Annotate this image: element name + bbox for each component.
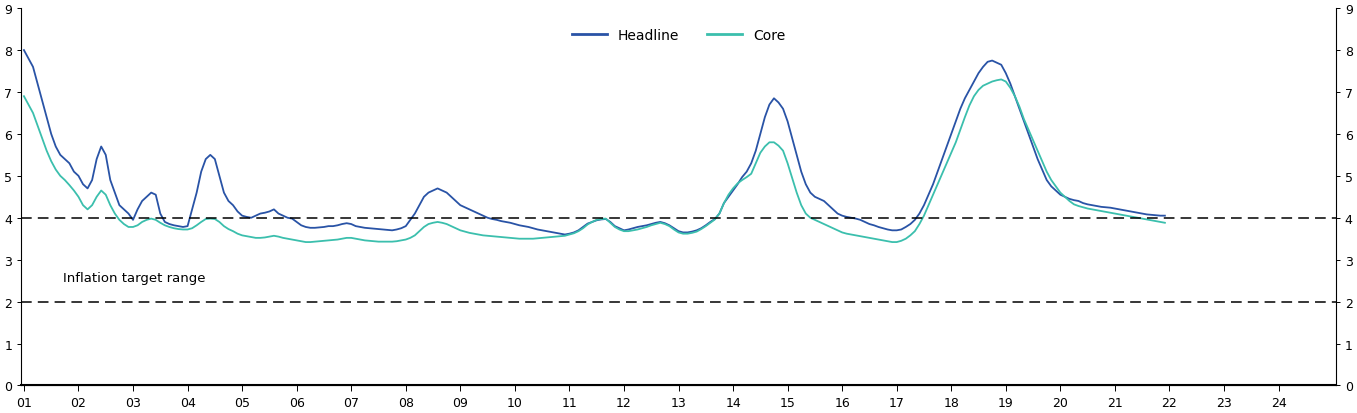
Headline bbox=[1134, 211, 1151, 216]
Core bbox=[1156, 221, 1172, 226]
Headline bbox=[821, 203, 837, 208]
Headline bbox=[357, 226, 373, 231]
Line: Headline: Headline bbox=[24, 51, 1164, 235]
Core bbox=[38, 149, 54, 154]
Legend: Headline, Core: Headline, Core bbox=[566, 24, 791, 49]
Line: Core: Core bbox=[24, 80, 1164, 242]
Headline bbox=[925, 182, 942, 187]
Core bbox=[16, 95, 33, 100]
Core bbox=[748, 161, 764, 166]
Core bbox=[297, 240, 313, 245]
Core bbox=[361, 239, 377, 244]
Core bbox=[1139, 217, 1155, 222]
Headline bbox=[38, 115, 54, 120]
Headline bbox=[748, 149, 764, 154]
Core bbox=[925, 193, 942, 198]
Headline bbox=[16, 48, 33, 53]
Core bbox=[993, 78, 1010, 83]
Text: Inflation target range: Inflation target range bbox=[64, 271, 206, 284]
Core bbox=[821, 224, 837, 229]
Headline bbox=[556, 233, 573, 237]
Headline bbox=[1156, 214, 1172, 218]
